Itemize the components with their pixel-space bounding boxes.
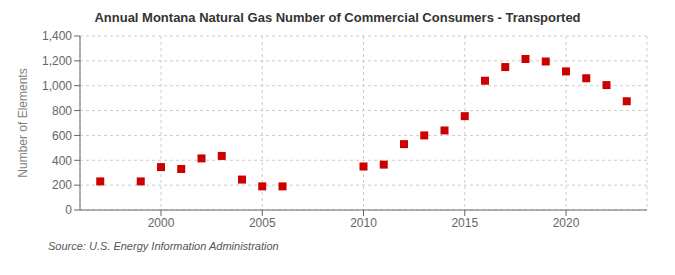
- svg-text:200: 200: [52, 178, 72, 192]
- svg-text:2000: 2000: [148, 216, 175, 230]
- svg-text:1,200: 1,200: [42, 54, 72, 68]
- svg-text:Number of Elements: Number of Elements: [16, 68, 30, 177]
- svg-text:2005: 2005: [249, 216, 276, 230]
- svg-text:800: 800: [52, 104, 72, 118]
- svg-text:1,400: 1,400: [42, 29, 72, 43]
- html-text:Annual Montana Natural Gas Num: Annual Montana Natural Gas Number of Com…: [94, 10, 581, 25]
- svg-text:400: 400: [52, 154, 72, 168]
- html-text:Source: U.S. Energy Informatio: Source: U.S. Energy Information Administ…: [48, 240, 279, 252]
- svg-text:600: 600: [52, 129, 72, 143]
- svg-text:2010: 2010: [350, 216, 377, 230]
- svg-text:0: 0: [65, 203, 72, 217]
- svg-text:2020: 2020: [553, 216, 580, 230]
- svg-text:1,000: 1,000: [42, 79, 72, 93]
- svg-text:2015: 2015: [451, 216, 478, 230]
